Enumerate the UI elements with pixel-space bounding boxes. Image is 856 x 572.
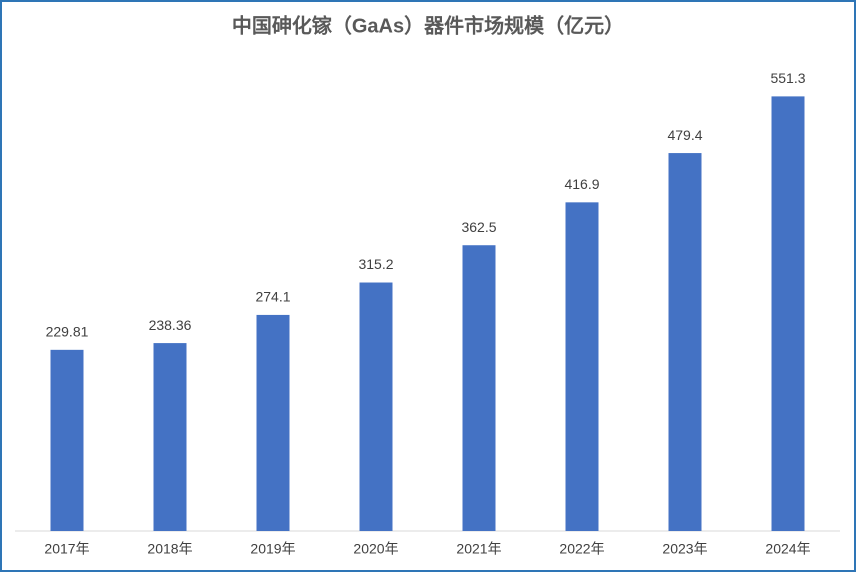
x-tick-label: 2019年 [250, 541, 295, 557]
data-label: 551.3 [770, 70, 805, 86]
bar [668, 153, 702, 531]
bar [153, 343, 187, 531]
data-label: 362.5 [461, 219, 496, 235]
x-tick-label: 2017年 [44, 541, 89, 557]
x-tick-label: 2023年 [662, 541, 707, 557]
data-label: 315.2 [358, 256, 393, 272]
data-label: 479.4 [667, 127, 702, 143]
bar [359, 282, 393, 531]
x-tick-label: 2021年 [456, 541, 501, 557]
data-label: 416.9 [564, 176, 599, 192]
x-tick-label: 2020年 [353, 541, 398, 557]
data-label: 238.36 [149, 317, 192, 333]
bar [50, 349, 84, 531]
data-label: 274.1 [255, 289, 290, 305]
chart-title: 中国砷化镓（GaAs）器件市场规模（亿元） [232, 13, 624, 37]
bar [256, 314, 290, 531]
bar [565, 202, 599, 532]
x-tick-label: 2022年 [559, 541, 604, 557]
data-label: 229.81 [46, 324, 89, 340]
bar [771, 96, 805, 531]
x-tick-label: 2018年 [147, 541, 192, 557]
bar [462, 245, 496, 531]
x-tick-label: 2024年 [765, 541, 810, 557]
